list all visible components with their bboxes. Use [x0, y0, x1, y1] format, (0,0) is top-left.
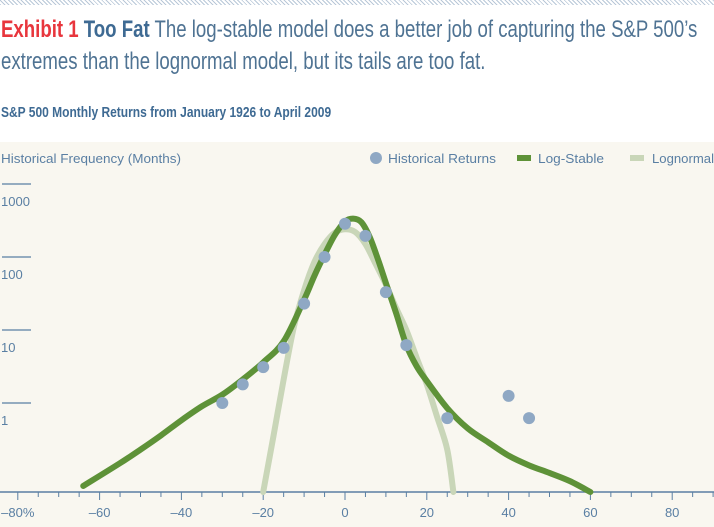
historical-return-point — [441, 412, 454, 425]
x-tick-label: –80% — [1, 505, 35, 520]
exhibit-title: Too Fat — [83, 16, 150, 43]
y-axis: 1 10 100 1000 — [1, 183, 31, 428]
historical-return-point — [400, 339, 413, 352]
y-tick-label: 10 — [1, 340, 15, 355]
x-tick-label: 20 — [420, 505, 434, 520]
historical-return-point — [236, 378, 249, 391]
series-layer — [80, 215, 594, 495]
legend-log-stable-label: Log-Stable — [538, 151, 604, 166]
historical-return-point — [216, 397, 229, 409]
historical-return-point — [502, 389, 515, 402]
x-tick-label: –20 — [252, 505, 274, 520]
x-axis: –80% –60 –40 –20 0 20 40 60 80 — [0, 491, 714, 520]
y-tick-label: 1000 — [1, 194, 30, 209]
x-tick-label: 60 — [583, 505, 597, 520]
legend-lognormal-label: Lognormal — [652, 151, 714, 166]
y-tick-label: 1 — [1, 413, 8, 428]
historical-return-point — [359, 229, 372, 242]
x-tick-label: 40 — [501, 505, 515, 520]
x-tick-label: 80 — [665, 505, 679, 520]
x-tick-label: –60 — [89, 505, 111, 520]
x-tick-label: 0 — [341, 505, 348, 520]
historical-return-point — [298, 297, 311, 310]
historical-return-point — [318, 251, 331, 263]
x-tick-label: –40 — [171, 505, 193, 520]
y-tick-label: 100 — [1, 267, 23, 282]
exhibit-headline: Exhibit 1 Too Fat The log-stable model d… — [1, 14, 714, 78]
historical-return-point — [277, 341, 290, 354]
log-stable-curve — [80, 215, 594, 495]
exhibit-number: Exhibit 1 — [1, 16, 79, 43]
exhibit-caption: The log-stable model does a better job o… — [1, 16, 698, 75]
chart-title: S&P 500 Monthly Returns from January 192… — [1, 104, 332, 121]
historical-return-point — [379, 286, 392, 299]
legend-lognormal-swatch — [630, 155, 644, 161]
legend: Historical Returns Log-Stable Lognormal — [370, 151, 714, 166]
historical-return-point — [257, 361, 270, 374]
legend-historical-label: Historical Returns — [388, 151, 497, 166]
historical-return-point — [339, 217, 351, 230]
legend-log-stable-swatch — [517, 155, 531, 161]
historical-return-point — [523, 412, 536, 425]
decorative-hatch-strip — [0, 0, 714, 5]
legend-historical-marker — [370, 152, 382, 164]
y-axis-label: Historical Frequency (Months) — [1, 151, 181, 166]
